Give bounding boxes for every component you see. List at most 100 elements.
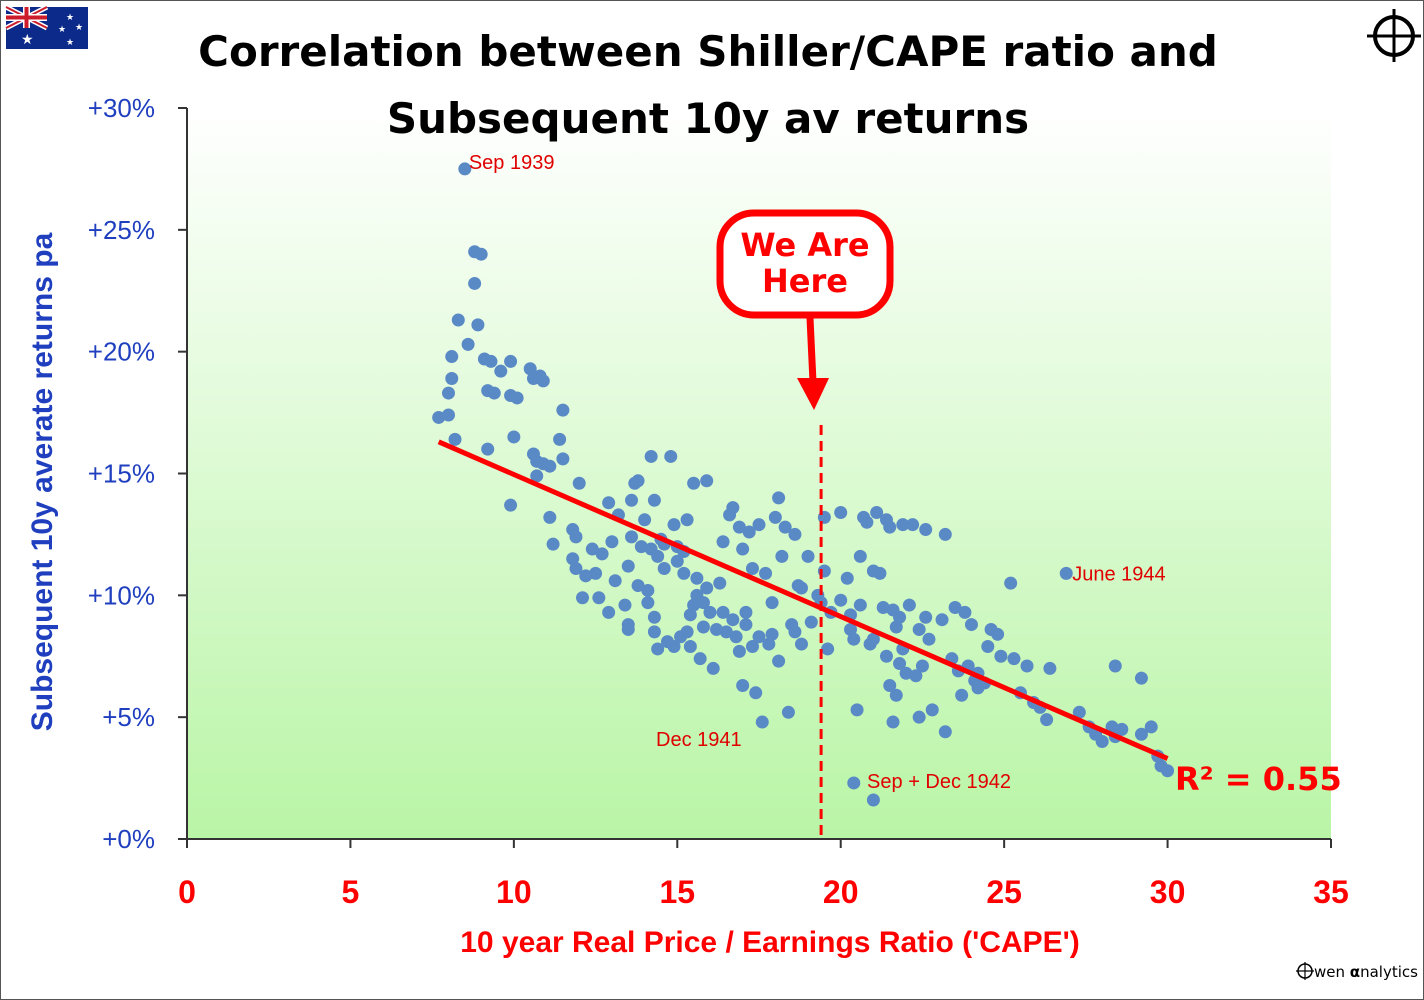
data-point: [919, 610, 933, 624]
data-point: [441, 386, 455, 400]
data-point: [644, 449, 658, 463]
data-point: [736, 678, 750, 692]
data-point: [618, 598, 632, 612]
data-point: [703, 605, 717, 619]
brand-text: wen αnalytics: [1314, 963, 1418, 981]
data-point: [504, 498, 518, 512]
data-point: [647, 493, 661, 507]
data-point: [631, 579, 645, 593]
data-point: [732, 644, 746, 658]
data-point: [543, 459, 557, 473]
data-point: [1072, 705, 1086, 719]
data-point: [912, 622, 926, 636]
data-point: [553, 432, 567, 446]
data-point: [700, 581, 714, 595]
data-point: [716, 535, 730, 549]
data-point: [883, 520, 897, 534]
data-point: [909, 669, 923, 683]
data-point: [912, 710, 926, 724]
data-point: [713, 576, 727, 590]
data-point: [526, 371, 540, 385]
data-point: [481, 442, 495, 456]
data-point: [602, 496, 616, 510]
data-point: [445, 371, 459, 385]
data-point: [964, 618, 978, 632]
data-point: [683, 640, 697, 654]
data-point: [866, 793, 880, 807]
svg-text:★: ★: [75, 23, 83, 33]
data-point: [696, 596, 710, 610]
r-squared-label: R² = 0.55: [1175, 760, 1342, 798]
data-point: [471, 318, 485, 332]
data-point: [736, 542, 750, 556]
x-tick-label: 30: [1150, 874, 1186, 910]
data-point: [879, 649, 893, 663]
data-point: [804, 615, 818, 629]
data-point: [690, 571, 704, 585]
data-point: [886, 715, 900, 729]
we-are-here-label-line-2: Here: [762, 262, 848, 300]
data-point: [772, 491, 786, 505]
y-tick-label: +5%: [102, 702, 155, 732]
x-tick-label: 35: [1313, 874, 1349, 910]
data-point: [781, 705, 795, 719]
data-point: [670, 554, 684, 568]
data-point: [791, 579, 805, 593]
data-point: [876, 601, 890, 615]
y-tick-label: +0%: [102, 824, 155, 854]
data-point: [863, 637, 877, 651]
data-point: [853, 598, 867, 612]
data-point: [1007, 652, 1021, 666]
data-point: [605, 535, 619, 549]
x-tick-label: 0: [178, 874, 196, 910]
data-point: [445, 350, 459, 364]
brand-logo: wen αnalytics: [1296, 962, 1418, 981]
data-point: [634, 540, 648, 554]
data-point: [451, 313, 465, 327]
chart-title-line-1: Correlation between Shiller/CAPE ratio a…: [198, 27, 1218, 76]
data-point: [543, 510, 557, 524]
data-point: [569, 562, 583, 576]
data-point: [889, 620, 903, 634]
data-point: [834, 505, 848, 519]
data-point: [958, 605, 972, 619]
data-point: [719, 625, 733, 639]
data-point: [1161, 764, 1175, 778]
data-point: [1134, 671, 1148, 685]
data-point: [847, 632, 861, 646]
australian-flag-icon: ★ ★ ★ ★ ★: [4, 4, 88, 49]
data-point: [739, 618, 753, 632]
data-point: [1043, 661, 1057, 675]
data-point: [893, 657, 907, 671]
data-point: [494, 364, 508, 378]
data-point: [745, 640, 759, 654]
x-axis-label: 10 year Real Price / Earnings Ratio ('CA…: [460, 926, 1080, 959]
data-point: [765, 627, 779, 641]
data-point: [883, 678, 897, 692]
data-point: [775, 549, 789, 563]
data-point: [664, 449, 678, 463]
data-point: [794, 637, 808, 651]
data-point: [1108, 659, 1122, 673]
x-tick-label: 20: [823, 874, 859, 910]
data-point: [680, 513, 694, 527]
chart-title-line-2: Subsequent 10y av returns: [387, 94, 1029, 143]
data-point: [1134, 727, 1148, 741]
data-point: [647, 625, 661, 639]
data-point: [772, 654, 786, 668]
x-tick-label: 5: [342, 874, 360, 910]
trend-line: [437, 439, 1169, 761]
data-point: [752, 630, 766, 644]
data-point: [595, 547, 609, 561]
data-point: [474, 247, 488, 261]
point-annotation: Sep + Dec 1942: [867, 771, 1011, 793]
data-point: [706, 661, 720, 675]
data-point: [641, 583, 655, 597]
data-point: [556, 403, 570, 417]
data-point: [759, 566, 773, 580]
data-point: [1144, 720, 1158, 734]
data-point: [955, 688, 969, 702]
data-point: [840, 571, 854, 585]
callout-arrow-head: [797, 378, 829, 410]
data-point: [710, 622, 724, 636]
